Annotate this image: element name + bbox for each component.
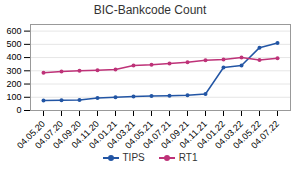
svg-text:600: 600 bbox=[6, 26, 21, 36]
svg-text:200: 200 bbox=[6, 79, 21, 89]
svg-text:100: 100 bbox=[6, 92, 21, 102]
svg-text:04.07.22: 04.07.22 bbox=[249, 119, 281, 150]
svg-text:500: 500 bbox=[6, 39, 21, 49]
html-text:RT1: RT1 bbox=[178, 152, 198, 163]
svg-text:300: 300 bbox=[6, 66, 21, 76]
html-text:BIC-Bankcode Count: BIC-Bankcode Count bbox=[93, 3, 207, 17]
svg-text:0: 0 bbox=[16, 105, 21, 115]
html-text:TIPS: TIPS bbox=[122, 152, 145, 163]
svg-text:400: 400 bbox=[6, 52, 21, 62]
